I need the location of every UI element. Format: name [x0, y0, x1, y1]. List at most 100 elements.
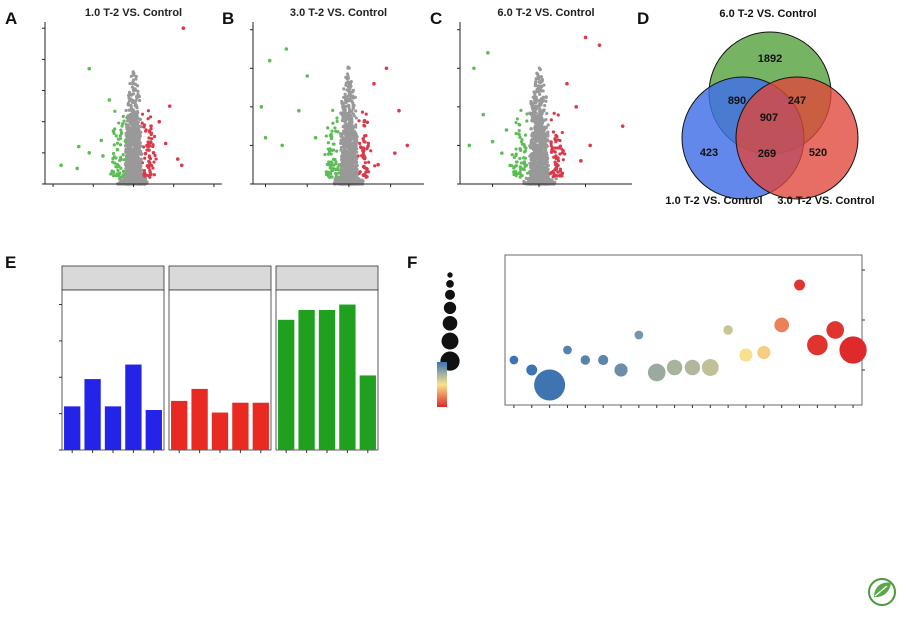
volcano-point-up — [556, 113, 560, 117]
volcano-point-ns — [339, 171, 343, 175]
kegg-point — [701, 359, 719, 376]
volcano-point-down — [331, 142, 336, 146]
volcano-point-down — [515, 117, 519, 121]
volcano-point-ns — [129, 93, 134, 97]
volcano-point-ns — [535, 131, 539, 135]
size-legend-circle — [447, 272, 453, 278]
volcano-point-ns — [351, 167, 355, 171]
volcano-point-up — [405, 143, 410, 148]
volcano-point-ns — [531, 171, 535, 175]
volcano-point-up — [147, 155, 151, 159]
volcano-point-ns — [349, 94, 354, 98]
volcano-point-ns — [129, 74, 133, 78]
volcano-point-down — [118, 143, 123, 147]
volcano-point-ns — [343, 129, 347, 133]
volcano-point-down — [337, 163, 341, 167]
volcano-point-down — [101, 154, 105, 158]
volcano-point-down — [263, 135, 268, 140]
volcano-point-ns — [137, 169, 141, 173]
volcano-point-ns — [544, 148, 548, 152]
volcano-plot-c: 6.0 T-2 VS. Control — [457, 7, 632, 187]
volcano-point-down — [519, 108, 523, 112]
volcano-point-ns — [540, 137, 544, 141]
volcano-point-ns — [134, 149, 138, 154]
volcano-point-ns — [534, 171, 538, 175]
volcano-point-ns — [338, 181, 343, 185]
volcano-point-up — [561, 158, 565, 162]
volcano-point-ns — [532, 149, 537, 154]
volcano-point-ns — [342, 165, 347, 170]
volcano-point-up — [150, 137, 154, 141]
volcano-point-ns — [341, 174, 345, 178]
volcano-point-down — [335, 149, 339, 153]
volcano-point-ns — [541, 97, 545, 102]
kegg-point — [580, 355, 591, 365]
volcano-point-ns — [128, 154, 132, 158]
volcano-point-up — [144, 173, 149, 177]
volcano-point-ns — [126, 119, 130, 123]
volcano-point-ns — [340, 154, 345, 159]
volcano-point-ns — [129, 106, 134, 110]
volcano-point-down — [284, 47, 289, 51]
volcano-point-ns — [137, 147, 141, 151]
volcano-point-down — [114, 156, 118, 160]
volcano-point-up — [151, 143, 155, 147]
venn-set-label-3: 3.0 T-2 VS. Control — [777, 195, 874, 207]
volcano-point-ns — [135, 178, 140, 182]
volcano-point-down — [112, 143, 116, 147]
volcano-point-ns — [535, 88, 539, 92]
volcano-point-ns — [130, 139, 134, 143]
volcano-point-down — [490, 139, 495, 144]
venn-value-only-6: 1892 — [758, 53, 782, 65]
volcano-point-ns — [126, 137, 131, 141]
volcano-point-ns — [538, 92, 542, 96]
volcano-point-up — [550, 146, 555, 150]
volcano-point-up — [144, 128, 148, 132]
volcano-point-ns — [137, 98, 142, 103]
volcano-point-ns — [540, 80, 544, 84]
volcano-point-up — [373, 164, 377, 168]
volcano-point-up — [362, 164, 366, 169]
volcano-point-up — [363, 124, 367, 128]
volcano-point-ns — [522, 179, 526, 184]
volcano-point-down — [76, 144, 81, 149]
volcano-point-up — [145, 164, 149, 168]
volcano-point-up — [152, 134, 157, 139]
volcano-point-ns — [136, 111, 140, 115]
volcano-point-up — [142, 171, 146, 175]
volcano-point-ns — [533, 114, 537, 118]
volcano-point-ns — [344, 111, 348, 115]
volcano-point-ns — [136, 139, 140, 143]
volcano-point-ns — [341, 107, 345, 111]
volcano-point-ns — [355, 150, 359, 154]
volcano-point-up — [574, 105, 579, 109]
volcano-point-up — [148, 115, 153, 119]
volcano-point-down — [114, 173, 118, 178]
volcano-point-up — [365, 120, 370, 125]
volcano-point-down — [118, 171, 122, 175]
go-bar — [211, 412, 229, 450]
volcano-point-up — [558, 173, 563, 177]
volcano-point-ns — [345, 162, 349, 167]
volcano-point-ns — [540, 164, 544, 168]
volcano-point-ns — [339, 168, 344, 172]
go-bar — [252, 402, 269, 450]
volcano-point-ns — [538, 110, 542, 114]
volcano-point-ns — [353, 164, 357, 169]
volcano-point-up — [163, 141, 168, 146]
volcano-point-up — [588, 143, 592, 148]
volcano-point-down — [519, 161, 524, 165]
volcano-point-up — [146, 144, 150, 149]
volcano-point-up — [146, 109, 151, 113]
volcano-point-down — [467, 143, 472, 148]
kegg-point — [684, 359, 701, 376]
volcano-point-ns — [538, 87, 542, 91]
volcano-point-ns — [348, 131, 352, 136]
volcano-point-ns — [130, 85, 134, 89]
volcano-point-ns — [353, 131, 357, 135]
volcano-point-ns — [531, 156, 535, 160]
volcano-point-ns — [530, 103, 535, 107]
volcano-point-down — [111, 129, 116, 133]
volcano-point-down — [333, 157, 337, 162]
volcano-point-up — [181, 26, 186, 31]
